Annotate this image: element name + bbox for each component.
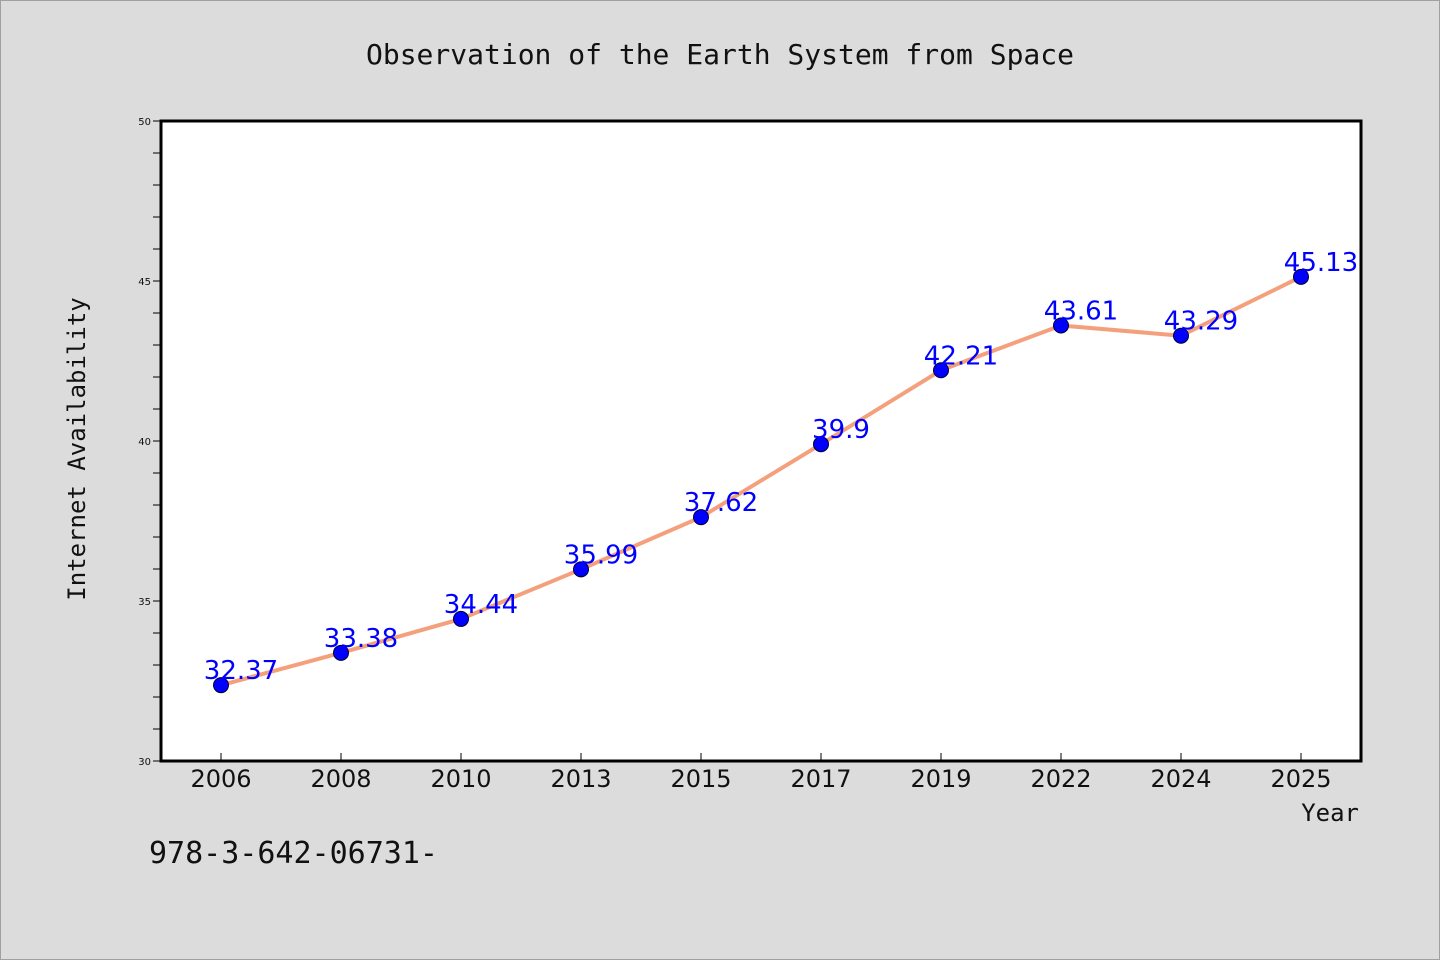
x-axis: 2006 2008 2010 2013 2015 2017 2019 2022 2024 2025: [190, 753, 1332, 793]
y-tick-label: 40: [138, 437, 151, 448]
data-label: 33.38: [324, 624, 398, 654]
y-tick-label: 30: [138, 757, 151, 768]
x-tick-label: 2022: [1030, 765, 1091, 793]
y-tick-label: 35: [138, 597, 151, 608]
x-tick-label: 2008: [310, 765, 371, 793]
chart-title: Observation of the Earth System from Spa…: [366, 38, 1074, 71]
y-axis: 30 35 40 45 50: [138, 117, 161, 768]
data-label: 43.29: [1164, 307, 1238, 337]
x-tick-label: 2006: [190, 765, 251, 793]
data-label: 45.13: [1284, 248, 1358, 278]
series-line: [219, 274, 1303, 688]
data-point: [573, 561, 589, 578]
y-tick-label: 50: [138, 117, 151, 128]
data-point: [933, 362, 949, 379]
data-point: [1173, 327, 1189, 344]
x-tick-label: 2010: [430, 765, 491, 793]
data-label: 43.61: [1044, 296, 1118, 326]
series-layer: 32.37 33.38 34.44 35.99 37.62 39.9 42.21 43.61 4…: [204, 248, 1358, 694]
data-label: 39.9: [812, 415, 870, 445]
x-tick-label: 2019: [910, 765, 971, 793]
data-point: [1293, 268, 1309, 285]
data-point: [693, 509, 709, 526]
x-tick-label: 2013: [550, 765, 611, 793]
y-tick-label: 45: [138, 277, 151, 288]
data-label: 37.62: [684, 488, 758, 518]
x-tick-label: 2025: [1270, 765, 1331, 793]
data-label: 32.37: [204, 656, 278, 686]
x-tick-label: 2015: [670, 765, 731, 793]
x-axis-title: Year: [1301, 799, 1359, 827]
data-label: 34.44: [444, 590, 518, 620]
footer-text: 978-3-642-06731-: [149, 836, 438, 871]
data-point: [333, 644, 349, 661]
plot-area: [159, 119, 1363, 763]
data-label: 35.99: [564, 540, 638, 570]
x-tick-label: 2024: [1150, 765, 1211, 793]
x-tick-label: 2017: [790, 765, 851, 793]
data-point: [213, 677, 229, 694]
data-point: [1053, 317, 1069, 334]
data-label: 42.21: [924, 341, 998, 371]
data-point: [453, 610, 469, 627]
data-point: [813, 436, 829, 453]
y-axis-title: Internet Availability: [63, 297, 91, 600]
